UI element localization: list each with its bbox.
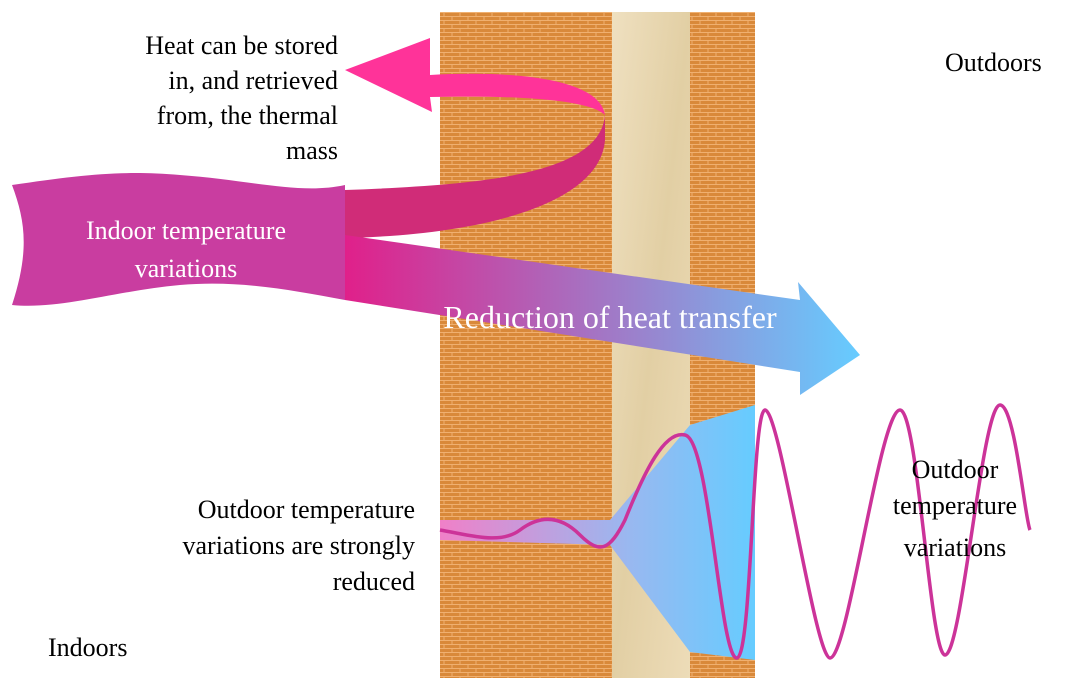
damping-funnel	[440, 405, 755, 660]
label-line: Outdoor	[912, 455, 999, 484]
label-line: mass	[286, 136, 338, 165]
outdoor-variations-label: Outdoor temperature variations	[893, 455, 1017, 562]
label-line: variations	[904, 533, 1007, 562]
indoor-variations-label: Indoor temperature variations	[86, 216, 286, 283]
label-line: variations	[135, 254, 238, 283]
label-line: reduced	[333, 567, 415, 596]
storage-ribbon	[345, 115, 605, 238]
storage-arrow	[345, 38, 605, 115]
label-line: Outdoor temperature	[198, 495, 415, 524]
label-line: from, the thermal	[157, 101, 338, 130]
storage-label: Heat can be stored in, and retrieved fro…	[145, 31, 338, 165]
label-line: Heat can be stored	[145, 31, 338, 60]
label-line: variations are strongly	[183, 531, 416, 560]
indoors-label: Indoors	[48, 633, 127, 662]
label-line: Indoor temperature	[86, 216, 286, 245]
label-line: temperature	[893, 491, 1017, 520]
label-line: in, and retrieved	[168, 66, 338, 95]
indoor-wave	[12, 173, 345, 306]
brick-wall	[440, 12, 612, 678]
reduced-label: Outdoor temperature variations are stron…	[183, 495, 416, 596]
outdoors-label: Outdoors	[945, 48, 1042, 77]
transfer-arrow	[345, 235, 860, 395]
temperature-wave	[439, 403, 1032, 660]
reduction-label: Reduction of heat transfer	[443, 299, 777, 335]
